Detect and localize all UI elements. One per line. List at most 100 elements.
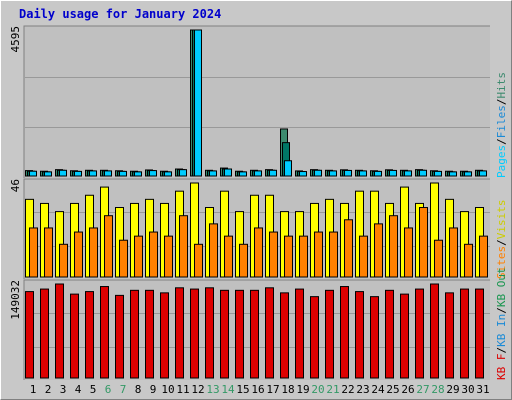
sites-bar <box>374 223 383 278</box>
day-label: 7 <box>120 383 127 396</box>
sites-bar <box>239 243 248 278</box>
kbf-bar <box>340 286 349 379</box>
sites-bar <box>119 239 128 278</box>
legend-visits: Visits <box>495 200 508 240</box>
day-label: 2 <box>45 383 52 396</box>
day-label: 5 <box>90 383 97 396</box>
hits-max-label: 4595 <box>9 26 22 53</box>
sites-bar <box>194 243 203 278</box>
pages-bar <box>29 170 37 177</box>
sites-bar <box>404 227 413 278</box>
kbf-bar <box>160 292 169 379</box>
pages-bar <box>464 171 472 177</box>
chart-title: Daily usage for January 2024 <box>19 7 222 21</box>
kbf-bar <box>400 293 409 379</box>
legend-sites: Sites <box>495 246 508 279</box>
sites-bar <box>209 223 218 278</box>
hits-panel-border <box>23 25 490 178</box>
kbf-bar <box>220 289 229 379</box>
sites-bar <box>104 215 113 278</box>
kbf-bar <box>250 289 259 379</box>
day-label: 26 <box>401 383 414 396</box>
sites-bar <box>479 235 488 278</box>
pages-bar <box>149 170 157 177</box>
sites-bar <box>464 243 473 278</box>
sites-bar <box>164 235 173 278</box>
pages-bar <box>59 169 67 177</box>
kbf-bar <box>430 283 439 379</box>
sites-bar <box>389 215 398 278</box>
day-label: 31 <box>476 383 489 396</box>
sites-bar <box>329 231 338 278</box>
day-label: 9 <box>150 383 157 396</box>
sites-bar <box>44 227 53 278</box>
day-label: 18 <box>281 383 294 396</box>
pages-bar <box>119 170 127 177</box>
day-label: 21 <box>326 383 339 396</box>
sites-bar <box>269 231 278 278</box>
pages-bar <box>404 170 412 177</box>
kbf-bar <box>295 288 304 379</box>
kbf-bar <box>460 288 469 379</box>
legend-kbf: KB F <box>495 354 508 381</box>
day-label: 15 <box>236 383 249 396</box>
pages-bar <box>434 170 442 177</box>
day-label: 29 <box>446 383 459 396</box>
kbf-bar <box>310 296 319 379</box>
kbf-bar <box>235 289 244 379</box>
day-label: 13 <box>206 383 219 396</box>
pages-bar <box>164 171 172 177</box>
day-label: 12 <box>191 383 204 396</box>
kbf-bar <box>370 296 379 379</box>
pages-bar <box>449 171 457 177</box>
sites-bar <box>284 235 293 278</box>
day-label: 19 <box>296 383 309 396</box>
kbf-bar <box>415 288 424 379</box>
day-label: 30 <box>461 383 474 396</box>
legend-sep-3: / <box>495 239 508 246</box>
legend-files: Files <box>495 105 508 138</box>
kbytes-max-label: 149032 <box>9 280 22 320</box>
day-label: 4 <box>75 383 82 396</box>
kbf-bar <box>445 292 454 379</box>
visits-panel-border <box>23 178 490 279</box>
kbf-bar <box>385 289 394 379</box>
sites-bar <box>344 219 353 278</box>
legend-kbout: KB Out <box>495 267 508 307</box>
day-label: 20 <box>311 383 324 396</box>
kbf-bar <box>355 291 364 379</box>
legend-sep-5: / <box>495 307 508 314</box>
pages-bar <box>179 169 187 177</box>
legend-hits: Hits <box>495 72 508 99</box>
sites-bar <box>419 207 428 278</box>
kbf-bar <box>85 291 94 379</box>
kbf-bar <box>325 289 334 379</box>
sites-bar <box>314 231 323 278</box>
pages-bar <box>209 170 217 177</box>
pages-bar <box>389 169 397 177</box>
day-label: 24 <box>371 383 385 396</box>
sites-bar <box>434 239 443 278</box>
sites-bar <box>74 231 83 278</box>
day-label: 25 <box>386 383 399 396</box>
pages-bar <box>74 170 82 177</box>
legend-sep-4: / <box>495 347 508 354</box>
sites-bar <box>29 227 38 278</box>
pages-bar <box>239 171 247 177</box>
day-label: 8 <box>135 383 142 396</box>
kbf-bar <box>205 287 214 379</box>
day-label: 27 <box>416 383 429 396</box>
day-label: 10 <box>161 383 174 396</box>
kbf-bar <box>265 287 274 379</box>
kbytes-legend: KB F/KB In/KB Out <box>495 267 508 380</box>
legend-kbin: KB In <box>495 314 508 347</box>
pages-bar <box>374 170 382 177</box>
sites-bar <box>89 227 98 278</box>
pages-bar <box>224 168 232 177</box>
kbf-bar <box>25 291 34 379</box>
pages-bar <box>104 170 112 177</box>
kbf-bar <box>175 287 184 379</box>
pages-bar <box>299 171 307 177</box>
sites-bar <box>149 231 158 278</box>
